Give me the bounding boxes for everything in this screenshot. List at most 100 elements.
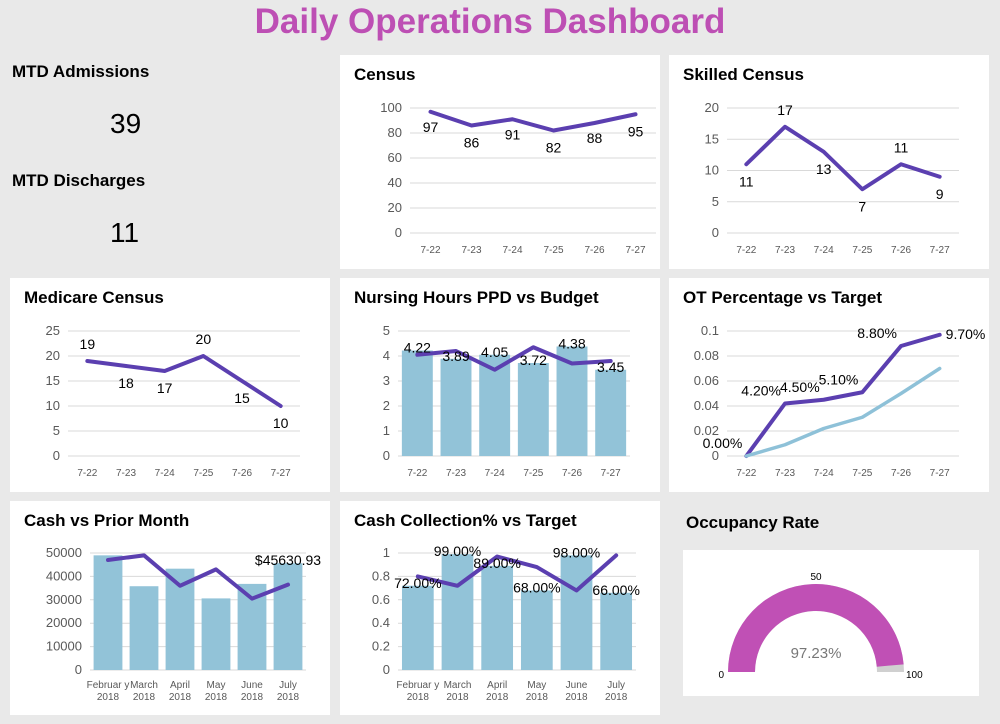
bar [595, 369, 627, 456]
bar [560, 555, 593, 670]
bar [440, 358, 472, 456]
y-tick-label: 0.08 [694, 348, 719, 363]
admissions-label: MTD Admissions [12, 62, 150, 81]
y-tick-label: 20 [46, 348, 60, 363]
data-label: 8.80% [857, 325, 897, 341]
cash-collection-title: Cash Collection% vs Target [354, 511, 577, 530]
data-label: 7 [858, 198, 866, 214]
data-label: 11 [894, 139, 909, 155]
data-label: 19 [80, 336, 96, 352]
bar [129, 586, 159, 670]
y-tick-label: 5 [712, 194, 719, 209]
x-tick-label: 7-24 [814, 245, 834, 256]
series-line [428, 109, 638, 133]
data-label: 97 [423, 119, 439, 135]
bar [93, 555, 123, 670]
skilled-census-title: Skilled Census [683, 65, 804, 84]
occupancy-gauge: 97.23% 0 50 100 [718, 572, 923, 681]
census-card: Census 0 20 40 60 80 100 7-22 7-23 7-24 7-25 7-26 7… [340, 55, 660, 269]
data-label: 11 [739, 173, 754, 189]
x-tick-label: 2018 [241, 692, 264, 703]
x-tick-label: 2018 [97, 692, 120, 703]
x-tick-label: 2018 [205, 692, 228, 703]
y-tick-label: 0 [712, 225, 719, 240]
y-tick-label: 0 [75, 662, 82, 677]
target-line [744, 366, 942, 458]
bar [201, 598, 231, 670]
data-label: $45630.93 [255, 552, 321, 568]
x-tick-label: Februar y [87, 680, 130, 691]
x-tick-label: July [607, 680, 625, 691]
cash-collection-card: Cash Collection% vs Target 0 0.2 0.4 0.6 0.8… [340, 501, 660, 715]
x-tick-label: 7-23 [461, 245, 481, 256]
x-tick-label: 2018 [446, 692, 469, 703]
data-label: 98.00% [553, 544, 600, 560]
dashboard-title: Daily Operations Dashboard [254, 2, 726, 41]
y-tick-label: 1 [383, 545, 390, 560]
x-tick-label: 7-25 [523, 468, 543, 479]
x-tick-label: 7-24 [502, 245, 522, 256]
x-tick-label: April [487, 680, 507, 691]
x-tick-label: May [527, 680, 546, 691]
y-tick-label: 0.1 [701, 323, 719, 338]
y-tick-label: 15 [46, 373, 60, 388]
data-label: 17 [777, 102, 793, 118]
x-tick-label: 2018 [169, 692, 192, 703]
gauge-min-label: 0 [718, 670, 724, 681]
data-label: 86 [464, 135, 480, 151]
x-tick-label: 2018 [605, 692, 628, 703]
x-tick-label: 2018 [407, 692, 430, 703]
x-tick-label: 7-25 [852, 245, 872, 256]
y-tick-label: 0.2 [372, 639, 390, 654]
x-tick-label: 7-22 [77, 468, 97, 479]
gauge-value: 97.23% [791, 645, 842, 662]
data-label: 4.05 [481, 344, 508, 360]
y-tick-label: 0 [712, 448, 719, 463]
x-tick-label: 2018 [526, 692, 549, 703]
x-tick-label: 7-24 [485, 468, 505, 479]
data-label: 9.70% [946, 326, 986, 342]
x-tick-label: 7-27 [271, 468, 291, 479]
x-tick-label: 7-25 [852, 468, 872, 479]
x-tick-label: 7-22 [736, 468, 756, 479]
nursing-hours-card: Nursing Hours PPD vs Budget 0 1 2 3 4 5 7-22 7-… [340, 278, 660, 492]
data-label: 18 [118, 375, 134, 391]
data-label: 9 [936, 186, 944, 202]
data-label: 4.38 [558, 336, 585, 352]
x-tick-label: 7-26 [584, 245, 604, 256]
data-label: 88 [587, 130, 603, 146]
x-tick-label: 2018 [486, 692, 509, 703]
y-tick-label: 30000 [46, 592, 82, 607]
data-label: 4.22 [404, 340, 431, 356]
data-label: 0.00% [703, 435, 743, 451]
data-label: 72.00% [394, 575, 441, 591]
ot-percentage-title: OT Percentage vs Target [683, 288, 883, 307]
data-label: 68.00% [513, 579, 560, 595]
cash-title: Cash vs Prior Month [24, 511, 190, 530]
y-tick-label: 2 [383, 398, 390, 413]
y-tick-label: 80 [388, 125, 402, 140]
gauge-max-label: 100 [906, 670, 923, 681]
data-label: 10 [273, 415, 289, 431]
nursing-hours-title: Nursing Hours PPD vs Budget [354, 288, 599, 307]
x-tick-label: June [241, 680, 263, 691]
x-tick-label: 7-23 [775, 245, 795, 256]
y-tick-label: 10 [46, 398, 60, 413]
data-label: 3.45 [597, 359, 624, 375]
discharges-value: 11 [110, 217, 140, 248]
x-tick-label: March [444, 680, 472, 691]
x-tick-label: Februar y [396, 680, 439, 691]
x-tick-label: 7-26 [562, 468, 582, 479]
x-tick-label: 2018 [277, 692, 300, 703]
admissions-value: 39 [110, 108, 142, 139]
bar [441, 554, 474, 670]
data-label: 17 [157, 380, 173, 396]
cash-card: Cash vs Prior Month 0 10000 20000 30000 4000… [10, 501, 330, 715]
y-tick-label: 1 [383, 423, 390, 438]
y-tick-label: 0.6 [372, 592, 390, 607]
x-tick-label: 7-23 [775, 468, 795, 479]
data-label: 89.00% [473, 555, 520, 571]
discharges-label: MTD Discharges [12, 171, 146, 190]
y-tick-label: 50000 [46, 545, 82, 560]
